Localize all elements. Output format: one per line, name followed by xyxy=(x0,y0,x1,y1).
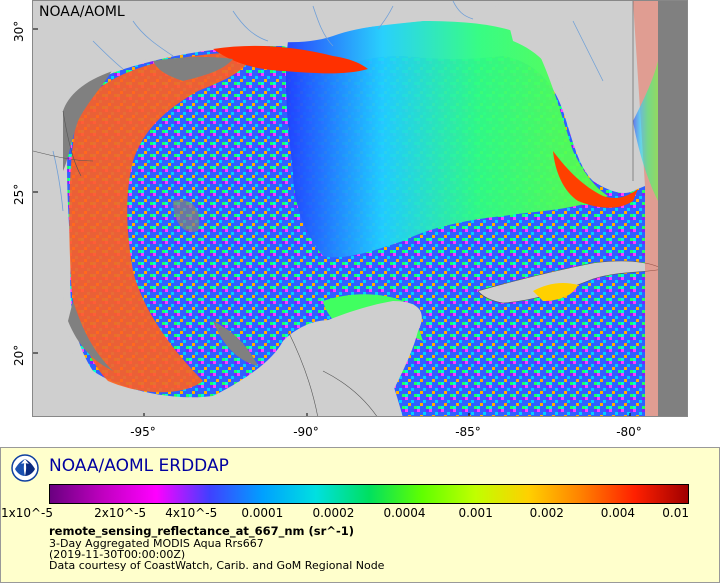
rivers xyxy=(52,1,604,212)
colorbar-tick-label: 0.001 xyxy=(458,506,493,520)
colorbar-tick-label: 0.004 xyxy=(600,506,636,520)
colorbar-tick-label: 0.0004 xyxy=(383,506,426,520)
source-label: Data courtesy of CoastWatch, Carib. and … xyxy=(49,559,385,572)
noaa-logo-icon xyxy=(11,454,39,482)
colorbar-tick-label: 4x10^-5 xyxy=(165,506,218,520)
colorbar-tick-label: 1x10^-5 xyxy=(1,506,54,520)
lat-tick-30: 30° xyxy=(12,20,26,42)
cuba-island xyxy=(477,260,664,304)
lon-tick-90: -90° xyxy=(293,425,319,439)
map-credit: NOAA/AOML xyxy=(39,4,125,20)
colorbar-tick-label: 2x10^-5 xyxy=(94,506,147,520)
yucatan-peninsula xyxy=(283,301,422,416)
reflectance-map xyxy=(33,1,687,416)
lon-tick-80: -80° xyxy=(616,425,642,439)
lat-tick-25: 25° xyxy=(12,183,26,205)
erddap-title: NOAA/AOML ERDDAP xyxy=(49,456,229,476)
colorbar xyxy=(49,484,689,504)
map-panel: NOAA/AOML xyxy=(32,0,688,417)
dataset-label: 3-Day Aggregated MODIS Aqua Rrs667 xyxy=(49,537,264,550)
colorbar-tick-label: 0.0002 xyxy=(312,506,355,520)
florida-peninsula xyxy=(503,1,633,189)
time-label: (2019-11-30T00:00:00Z) xyxy=(49,548,186,561)
lat-tick-20: 20° xyxy=(12,344,26,366)
colorbar-tick-label: 0.0001 xyxy=(241,506,284,520)
lon-tick-95: -95° xyxy=(130,425,156,439)
legend-panel: NOAA/AOML ERDDAP 1x10^-5 2x10^-5 4x10^-5 0.… xyxy=(0,447,720,583)
borders xyxy=(33,1,634,416)
grid-ticks xyxy=(33,28,631,416)
variable-label: remote_sensing_reflectance_at_667_nm (sr… xyxy=(49,524,354,538)
colorbar-tick-label: 0.01 xyxy=(662,506,689,520)
lon-tick-85: -85° xyxy=(455,425,481,439)
colorbar-tick-label: 0.002 xyxy=(529,506,564,520)
